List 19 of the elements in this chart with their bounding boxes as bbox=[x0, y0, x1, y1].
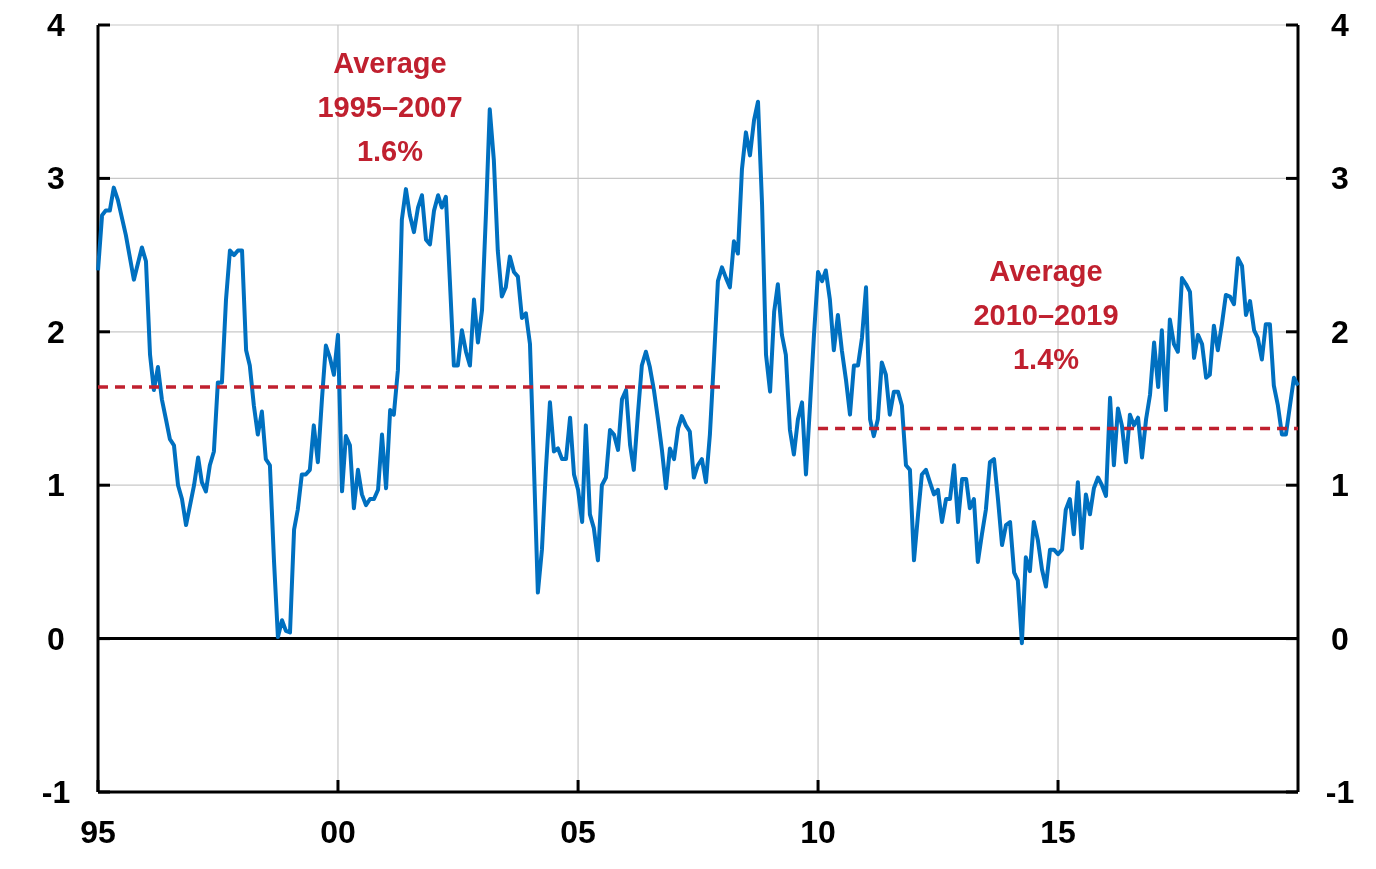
y-tick-label: 4 bbox=[47, 7, 66, 43]
y-tick-label: 2 bbox=[47, 313, 65, 350]
x-tick-label: 10 bbox=[800, 814, 836, 850]
annotation: Average 1995–2007 1.6% bbox=[317, 47, 463, 168]
y2-tick-label: 2 bbox=[1331, 313, 1349, 350]
x-tick-label: 00 bbox=[320, 814, 356, 850]
x-tick-label: 05 bbox=[560, 814, 596, 850]
annotation: Average 2010–2019 1.4% bbox=[973, 255, 1119, 376]
y-tick-label: 1 bbox=[47, 467, 65, 504]
y2-tick-label: -1 bbox=[1325, 774, 1355, 810]
y-tick-label: 3 bbox=[47, 160, 65, 197]
x-tick-label: 15 bbox=[1040, 814, 1076, 850]
y2-tick-label: 0 bbox=[1331, 620, 1349, 657]
y-tick-label: -1 bbox=[41, 774, 71, 810]
x-tick-label: 95 bbox=[80, 814, 116, 850]
y2-tick-label: 1 bbox=[1331, 467, 1349, 504]
y2-tick-label: 3 bbox=[1331, 160, 1349, 197]
y2-tick-label: 4 bbox=[1331, 7, 1350, 43]
y-tick-label: 0 bbox=[47, 620, 65, 657]
